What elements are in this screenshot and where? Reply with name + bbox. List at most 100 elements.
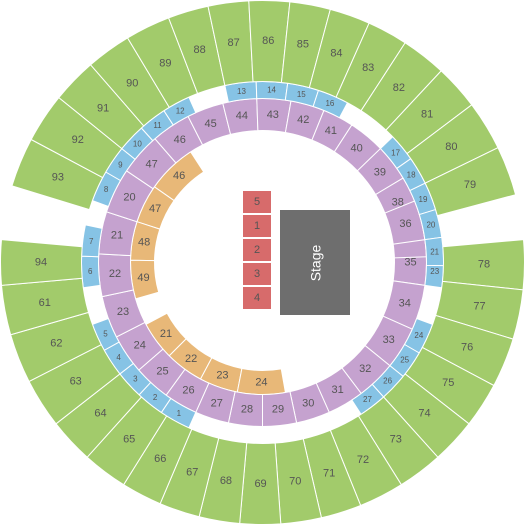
svg-text:89: 89 (159, 57, 171, 69)
section[interactable]: 21 (425, 237, 444, 265)
svg-text:24: 24 (134, 339, 146, 351)
svg-text:9: 9 (118, 160, 123, 169)
svg-text:24: 24 (255, 376, 267, 388)
svg-text:90: 90 (126, 77, 138, 89)
svg-text:14: 14 (267, 86, 276, 95)
svg-text:77: 77 (473, 301, 485, 313)
svg-text:21: 21 (160, 328, 172, 340)
svg-text:80: 80 (445, 141, 457, 153)
section[interactable]: 7 (82, 225, 102, 257)
svg-text:24: 24 (414, 331, 423, 340)
svg-text:34: 34 (399, 297, 411, 309)
svg-text:35: 35 (404, 257, 416, 269)
svg-text:82: 82 (393, 82, 405, 94)
svg-text:47: 47 (146, 158, 158, 170)
svg-text:86: 86 (262, 35, 274, 47)
section[interactable]: 14 (256, 82, 288, 101)
svg-text:84: 84 (330, 48, 342, 60)
svg-text:20: 20 (426, 221, 435, 230)
svg-text:21: 21 (430, 247, 439, 256)
svg-text:26: 26 (182, 385, 194, 397)
floor-section[interactable]: 3 (242, 262, 272, 286)
svg-text:49: 49 (137, 272, 149, 284)
svg-text:88: 88 (193, 44, 205, 56)
svg-text:23: 23 (117, 306, 129, 318)
svg-text:27: 27 (211, 397, 223, 409)
svg-text:68: 68 (220, 475, 232, 487)
svg-text:10: 10 (133, 139, 142, 148)
svg-text:18: 18 (407, 170, 416, 179)
svg-text:36: 36 (399, 218, 411, 230)
svg-text:63: 63 (70, 376, 82, 388)
svg-text:87: 87 (227, 37, 239, 49)
svg-text:11: 11 (153, 121, 162, 130)
svg-text:78: 78 (478, 258, 490, 270)
svg-text:70: 70 (289, 476, 301, 488)
floor-section[interactable]: 5 (242, 190, 272, 214)
svg-text:41: 41 (325, 125, 337, 137)
seating-chart: 4647484921222324353433323130292827262524… (0, 0, 525, 525)
svg-text:74: 74 (418, 408, 430, 420)
svg-text:12: 12 (176, 106, 185, 115)
svg-text:25: 25 (156, 366, 168, 378)
svg-text:20: 20 (123, 192, 135, 204)
svg-text:32: 32 (359, 363, 371, 375)
section[interactable]: 94 (0, 240, 82, 286)
svg-text:6: 6 (88, 267, 93, 276)
svg-text:47: 47 (149, 203, 161, 215)
svg-text:42: 42 (297, 114, 309, 126)
svg-text:69: 69 (254, 478, 266, 490)
svg-text:83: 83 (362, 62, 374, 74)
svg-text:39: 39 (374, 166, 386, 178)
svg-text:19: 19 (419, 195, 428, 204)
svg-text:3: 3 (133, 375, 138, 384)
svg-text:73: 73 (390, 433, 402, 445)
svg-text:94: 94 (35, 257, 47, 269)
svg-text:92: 92 (72, 134, 84, 146)
svg-text:66: 66 (154, 453, 166, 465)
svg-text:4: 4 (116, 353, 121, 362)
svg-text:23: 23 (216, 370, 228, 382)
svg-text:72: 72 (357, 454, 369, 466)
svg-text:67: 67 (186, 467, 198, 479)
section[interactable]: 49 (131, 260, 159, 299)
floor-section[interactable]: 2 (242, 238, 272, 262)
svg-text:40: 40 (351, 142, 363, 154)
stage: Stage (280, 210, 350, 315)
svg-text:75: 75 (442, 377, 454, 389)
section[interactable]: 29 (263, 392, 297, 427)
section[interactable]: 24 (237, 369, 285, 395)
svg-text:15: 15 (297, 90, 306, 99)
svg-text:71: 71 (323, 468, 335, 480)
svg-text:26: 26 (383, 377, 392, 386)
svg-text:21: 21 (111, 230, 123, 242)
svg-text:8: 8 (104, 185, 109, 194)
svg-text:62: 62 (50, 338, 62, 350)
svg-text:25: 25 (400, 356, 409, 365)
svg-text:46: 46 (174, 134, 186, 146)
svg-text:48: 48 (138, 237, 150, 249)
svg-text:43: 43 (267, 109, 279, 121)
svg-text:7: 7 (89, 237, 94, 246)
svg-text:31: 31 (331, 384, 343, 396)
svg-text:28: 28 (241, 404, 253, 416)
svg-text:64: 64 (94, 408, 106, 420)
svg-text:45: 45 (205, 118, 217, 130)
stage-label: Stage (307, 244, 323, 281)
svg-text:2: 2 (153, 393, 158, 402)
svg-text:1: 1 (177, 409, 182, 418)
svg-text:27: 27 (363, 395, 372, 404)
svg-text:44: 44 (236, 110, 248, 122)
svg-text:61: 61 (39, 297, 51, 309)
floor-section[interactable]: 1 (242, 214, 272, 238)
svg-text:22: 22 (109, 268, 121, 280)
svg-text:29: 29 (272, 404, 284, 416)
svg-text:91: 91 (97, 103, 109, 115)
section[interactable]: 6 (82, 256, 101, 288)
svg-text:30: 30 (302, 397, 314, 409)
svg-text:13: 13 (237, 87, 246, 96)
section[interactable]: 22 (99, 254, 134, 297)
svg-text:93: 93 (52, 172, 64, 184)
floor-section[interactable]: 4 (242, 286, 272, 310)
svg-text:33: 33 (383, 334, 395, 346)
